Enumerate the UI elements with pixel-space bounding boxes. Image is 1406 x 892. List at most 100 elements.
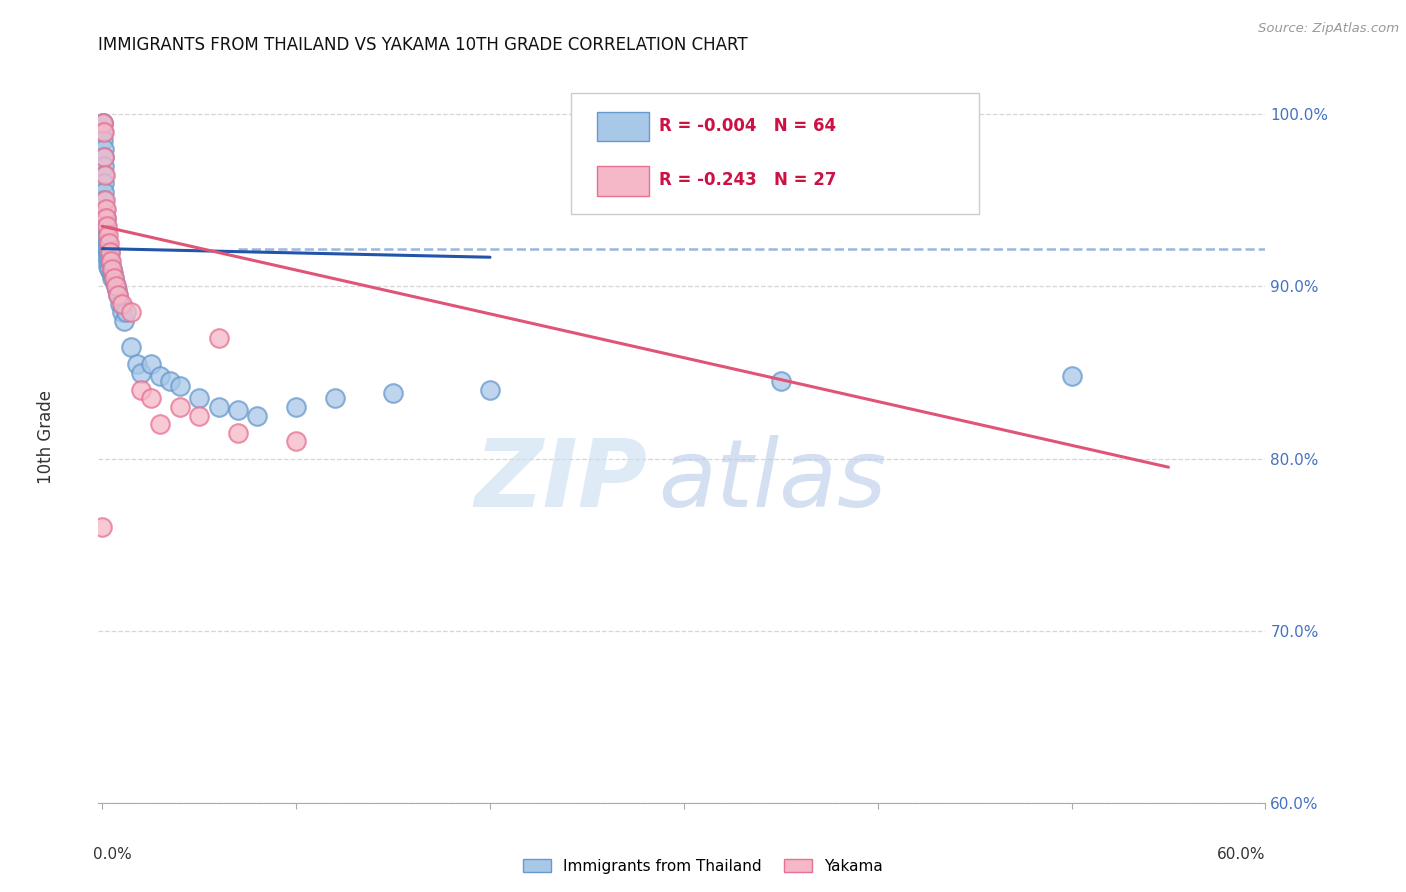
Text: ZIP: ZIP [474, 435, 647, 527]
Text: 10th Grade: 10th Grade [37, 390, 55, 484]
Point [226, 403, 249, 417]
Point [91, 227, 114, 242]
Point [93, 176, 115, 190]
Point [769, 374, 792, 388]
Point [100, 266, 122, 280]
Point [96, 242, 118, 256]
Point [112, 314, 135, 328]
Point [479, 383, 502, 397]
Point [104, 279, 127, 293]
Point [101, 271, 124, 285]
Point [93, 142, 115, 156]
Point [97, 253, 120, 268]
Point [97, 245, 120, 260]
Point [94, 231, 117, 245]
Point [139, 357, 162, 371]
Point [93, 125, 115, 139]
Point [93, 185, 115, 199]
Text: 60.0%: 60.0% [1218, 847, 1265, 862]
Point [149, 369, 172, 384]
Point [94, 202, 117, 216]
Point [91, 133, 114, 147]
Point [98, 236, 121, 251]
Point [98, 245, 121, 260]
Point [1060, 369, 1083, 384]
Point [98, 262, 121, 277]
Legend: Immigrants from Thailand, Yakama: Immigrants from Thailand, Yakama [517, 853, 889, 880]
Point [285, 434, 308, 449]
Point [226, 425, 249, 440]
Point [111, 296, 134, 310]
Point [91, 125, 114, 139]
Point [93, 211, 115, 225]
Point [129, 383, 152, 397]
Point [103, 271, 125, 285]
Point [104, 279, 127, 293]
Point [101, 262, 124, 277]
Point [96, 211, 118, 225]
Point [129, 366, 152, 380]
Point [101, 266, 124, 280]
Point [159, 374, 181, 388]
Point [169, 379, 191, 393]
Point [98, 245, 121, 260]
Point [575, 133, 598, 147]
Point [96, 236, 118, 251]
Point [127, 357, 149, 371]
Point [100, 253, 122, 268]
Point [94, 194, 117, 208]
Text: atlas: atlas [658, 435, 887, 526]
Point [91, 116, 114, 130]
Point [91, 219, 114, 234]
Point [188, 392, 211, 406]
Point [94, 168, 117, 182]
Point [114, 305, 136, 319]
Point [91, 520, 114, 534]
Point [97, 259, 120, 273]
Point [98, 253, 121, 268]
Point [93, 168, 115, 182]
Point [120, 305, 142, 319]
Point [139, 392, 162, 406]
Point [93, 150, 115, 164]
Point [93, 202, 115, 216]
Point [149, 417, 172, 432]
Point [93, 150, 115, 164]
Point [104, 276, 127, 290]
Point [91, 236, 114, 251]
Point [108, 296, 131, 310]
Point [97, 227, 120, 242]
Point [120, 340, 142, 354]
Point [91, 116, 114, 130]
Point [103, 271, 125, 285]
Point [93, 219, 115, 234]
Bar [596, 112, 650, 141]
Text: Source: ZipAtlas.com: Source: ZipAtlas.com [1258, 22, 1399, 36]
Point [93, 194, 115, 208]
Text: 0.0%: 0.0% [93, 847, 131, 862]
Point [101, 262, 124, 277]
Point [96, 219, 118, 234]
Point [93, 159, 115, 173]
Point [107, 288, 129, 302]
Text: IMMIGRANTS FROM THAILAND VS YAKAMA 10TH GRADE CORRELATION CHART: IMMIGRANTS FROM THAILAND VS YAKAMA 10TH … [98, 36, 748, 54]
Point [188, 409, 211, 423]
Point [169, 400, 191, 414]
Point [382, 386, 405, 401]
Point [94, 219, 117, 234]
Point [111, 305, 134, 319]
Point [107, 288, 129, 302]
Point [285, 400, 308, 414]
Text: R = -0.243   N = 27: R = -0.243 N = 27 [658, 170, 837, 188]
Point [246, 409, 269, 423]
Point [94, 211, 117, 225]
Point [96, 224, 118, 238]
Point [323, 392, 346, 406]
Point [91, 125, 114, 139]
Text: R = -0.004   N = 64: R = -0.004 N = 64 [658, 117, 835, 136]
Point [207, 400, 229, 414]
Point [207, 331, 229, 345]
Bar [596, 167, 650, 195]
Point [105, 283, 128, 297]
Point [96, 248, 118, 262]
